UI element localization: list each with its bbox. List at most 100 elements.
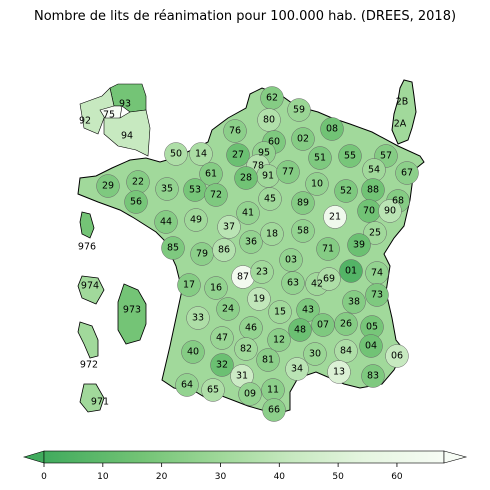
department-label-88: 88 bbox=[367, 185, 379, 196]
department-label-47: 47 bbox=[216, 333, 228, 344]
department-label-971: 971 bbox=[91, 397, 109, 408]
department-65-area bbox=[201, 378, 225, 402]
department-label-64: 64 bbox=[181, 380, 193, 391]
department-27-area bbox=[226, 143, 250, 167]
department-32-area bbox=[210, 353, 234, 377]
colorbar-tick-label: 60 bbox=[391, 472, 403, 482]
department-label-33: 33 bbox=[192, 313, 204, 324]
department-72-area bbox=[204, 183, 228, 207]
department-19-area bbox=[247, 287, 271, 311]
department-label-85: 85 bbox=[167, 243, 179, 254]
department-52-area bbox=[334, 179, 358, 203]
department-label-69: 69 bbox=[323, 274, 335, 285]
department-label-81: 81 bbox=[262, 355, 274, 366]
department-label-67: 67 bbox=[401, 168, 413, 179]
corsica-outline bbox=[391, 79, 417, 145]
department-label-45: 45 bbox=[264, 194, 276, 205]
department-06-area bbox=[385, 344, 409, 368]
department-label-44: 44 bbox=[160, 217, 172, 228]
overseas-territories bbox=[77, 211, 147, 413]
department-markers bbox=[96, 86, 419, 422]
colorbar-tick-label: 0 bbox=[41, 472, 47, 482]
department-label-24: 24 bbox=[222, 304, 234, 315]
department-label-74: 74 bbox=[371, 268, 383, 279]
department-33-area bbox=[186, 306, 210, 330]
paris-inset bbox=[79, 83, 151, 157]
department-label-49: 49 bbox=[190, 215, 202, 226]
colorbar-ticks: 0 10 20 30 40 50 60 bbox=[41, 463, 403, 482]
department-label-94: 94 bbox=[121, 131, 133, 142]
department-label-25: 25 bbox=[369, 228, 381, 239]
department-08-area bbox=[320, 117, 344, 141]
department-26-area bbox=[334, 312, 358, 336]
martinique-shape bbox=[77, 321, 99, 359]
department-12-area bbox=[267, 328, 291, 352]
department-label-40: 40 bbox=[187, 347, 199, 358]
department-label-19: 19 bbox=[253, 294, 265, 305]
department-label-03: 03 bbox=[285, 255, 297, 266]
department-label-95: 95 bbox=[258, 148, 270, 159]
department-label-57: 57 bbox=[380, 151, 392, 162]
colorbar-tick-label: 30 bbox=[215, 472, 227, 482]
department-14-area bbox=[189, 142, 213, 166]
department-label-2B: 2B bbox=[396, 97, 409, 108]
department-label-16: 16 bbox=[210, 283, 222, 294]
department-label-37: 37 bbox=[223, 222, 235, 233]
department-label-87: 87 bbox=[237, 272, 249, 283]
colorbar-tick-label: 10 bbox=[97, 472, 109, 482]
department-label-93: 93 bbox=[119, 99, 131, 110]
department-84-area bbox=[334, 339, 358, 363]
department-label-78: 78 bbox=[252, 161, 264, 172]
department-label-46: 46 bbox=[245, 323, 257, 334]
department-90-area bbox=[378, 199, 402, 223]
department-label-76: 76 bbox=[229, 126, 241, 137]
department-21-area bbox=[323, 205, 347, 229]
department-label-80: 80 bbox=[263, 115, 275, 126]
department-77-area bbox=[276, 160, 300, 184]
colorbar-tick-label: 50 bbox=[332, 472, 344, 482]
department-label-92: 92 bbox=[79, 116, 91, 127]
department-02-area bbox=[291, 127, 315, 151]
department-label-973: 973 bbox=[123, 305, 141, 316]
department-label-70: 70 bbox=[363, 206, 375, 217]
department-24-area bbox=[216, 297, 240, 321]
department-63-area bbox=[281, 271, 305, 295]
department-label-86: 86 bbox=[218, 245, 230, 256]
department-label-04: 04 bbox=[365, 341, 377, 352]
department-label-07: 07 bbox=[317, 320, 329, 331]
department-label-35: 35 bbox=[161, 184, 173, 195]
department-label-01: 01 bbox=[345, 266, 357, 277]
department-50-area bbox=[164, 142, 188, 166]
department-label-60: 60 bbox=[268, 137, 280, 148]
colorbar: 0 10 20 30 40 50 60 bbox=[22, 450, 468, 482]
department-label-54: 54 bbox=[368, 165, 380, 176]
department-label-62: 62 bbox=[266, 93, 278, 104]
department-label-05: 05 bbox=[366, 322, 378, 333]
department-label-18: 18 bbox=[266, 229, 278, 240]
department-label-51: 51 bbox=[314, 153, 326, 164]
department-34-area bbox=[285, 357, 309, 381]
department-label-39: 39 bbox=[353, 240, 365, 251]
department-label-56: 56 bbox=[130, 197, 142, 208]
department-label-13: 13 bbox=[333, 367, 345, 378]
department-label-26: 26 bbox=[340, 319, 352, 330]
department-25-area bbox=[363, 221, 387, 245]
department-01-area bbox=[339, 259, 363, 283]
department-label-53: 53 bbox=[189, 185, 201, 196]
department-82-area bbox=[234, 337, 258, 361]
department-label-55: 55 bbox=[344, 151, 356, 162]
department-label-29: 29 bbox=[102, 181, 114, 192]
department-label-08: 08 bbox=[326, 124, 338, 135]
department-38-area bbox=[342, 290, 366, 314]
department-label-06: 06 bbox=[391, 351, 403, 362]
reunion-shape bbox=[77, 275, 105, 305]
department-label-17: 17 bbox=[183, 280, 195, 291]
department-37-area bbox=[217, 215, 241, 239]
department-label-58: 58 bbox=[297, 226, 309, 237]
colorbar-extend-high bbox=[443, 450, 468, 464]
department-label-11: 11 bbox=[267, 385, 279, 396]
department-label-34: 34 bbox=[291, 364, 303, 375]
department-40-area bbox=[181, 340, 205, 364]
department-label-32: 32 bbox=[216, 360, 228, 371]
